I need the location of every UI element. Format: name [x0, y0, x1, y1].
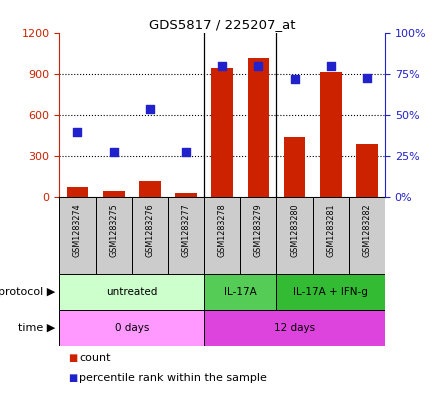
Text: GSM1283278: GSM1283278 — [218, 204, 227, 257]
Text: ■: ■ — [68, 353, 77, 363]
Bar — [66, 187, 88, 197]
Bar — [95, 197, 132, 274]
Bar — [276, 197, 313, 274]
Bar — [59, 197, 95, 274]
Bar — [204, 197, 240, 274]
Bar — [204, 274, 276, 310]
Point — [74, 129, 81, 135]
Text: GSM1283279: GSM1283279 — [254, 204, 263, 257]
Title: GDS5817 / 225207_at: GDS5817 / 225207_at — [149, 18, 295, 31]
Bar — [284, 137, 305, 197]
Bar — [240, 197, 276, 274]
Point — [147, 106, 154, 112]
Point — [363, 75, 370, 81]
Text: count: count — [79, 353, 111, 363]
Text: GSM1283282: GSM1283282 — [363, 204, 371, 257]
Bar — [204, 310, 385, 346]
Point — [183, 149, 190, 155]
Text: percentile rank within the sample: percentile rank within the sample — [79, 373, 267, 383]
Text: 12 days: 12 days — [274, 323, 315, 333]
Text: protocol ▶: protocol ▶ — [0, 287, 55, 297]
Point — [327, 63, 334, 69]
Bar — [313, 197, 349, 274]
Point — [110, 149, 117, 155]
Text: untreated: untreated — [106, 287, 158, 297]
Text: GSM1283281: GSM1283281 — [326, 204, 335, 257]
Text: GSM1283274: GSM1283274 — [73, 204, 82, 257]
Bar — [59, 310, 204, 346]
Text: 0 days: 0 days — [114, 323, 149, 333]
Text: GSM1283277: GSM1283277 — [182, 204, 191, 257]
Point — [219, 63, 226, 69]
Bar — [175, 193, 197, 197]
Bar — [248, 58, 269, 197]
Text: IL-17A: IL-17A — [224, 287, 257, 297]
Text: IL-17A + IFN-g: IL-17A + IFN-g — [293, 287, 368, 297]
Bar — [356, 144, 378, 197]
Bar — [59, 274, 204, 310]
Bar — [132, 197, 168, 274]
Point — [255, 63, 262, 69]
Bar — [139, 181, 161, 197]
Text: ■: ■ — [68, 373, 77, 383]
Bar — [320, 72, 341, 197]
Point — [291, 76, 298, 83]
Bar — [349, 197, 385, 274]
Bar — [103, 191, 125, 197]
Bar — [168, 197, 204, 274]
Text: time ▶: time ▶ — [18, 323, 55, 333]
Bar — [211, 68, 233, 197]
Text: GSM1283280: GSM1283280 — [290, 204, 299, 257]
Text: GSM1283275: GSM1283275 — [109, 204, 118, 257]
Bar — [276, 274, 385, 310]
Text: GSM1283276: GSM1283276 — [145, 204, 154, 257]
